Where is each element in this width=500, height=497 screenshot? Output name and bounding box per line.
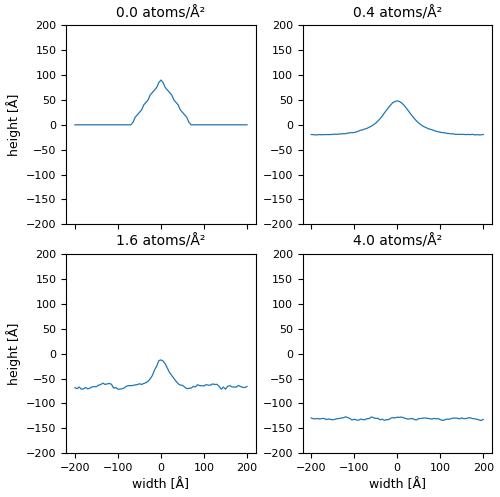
Title: 0.4 atoms/Å²: 0.4 atoms/Å² [352, 5, 442, 20]
Title: 4.0 atoms/Å²: 4.0 atoms/Å² [352, 235, 442, 249]
Title: 0.0 atoms/Å²: 0.0 atoms/Å² [116, 5, 206, 20]
X-axis label: width [Å]: width [Å] [132, 479, 190, 492]
Y-axis label: height [Å]: height [Å] [6, 323, 20, 385]
Y-axis label: height [Å]: height [Å] [6, 93, 20, 156]
X-axis label: width [Å]: width [Å] [368, 479, 426, 492]
Title: 1.6 atoms/Å²: 1.6 atoms/Å² [116, 235, 206, 249]
